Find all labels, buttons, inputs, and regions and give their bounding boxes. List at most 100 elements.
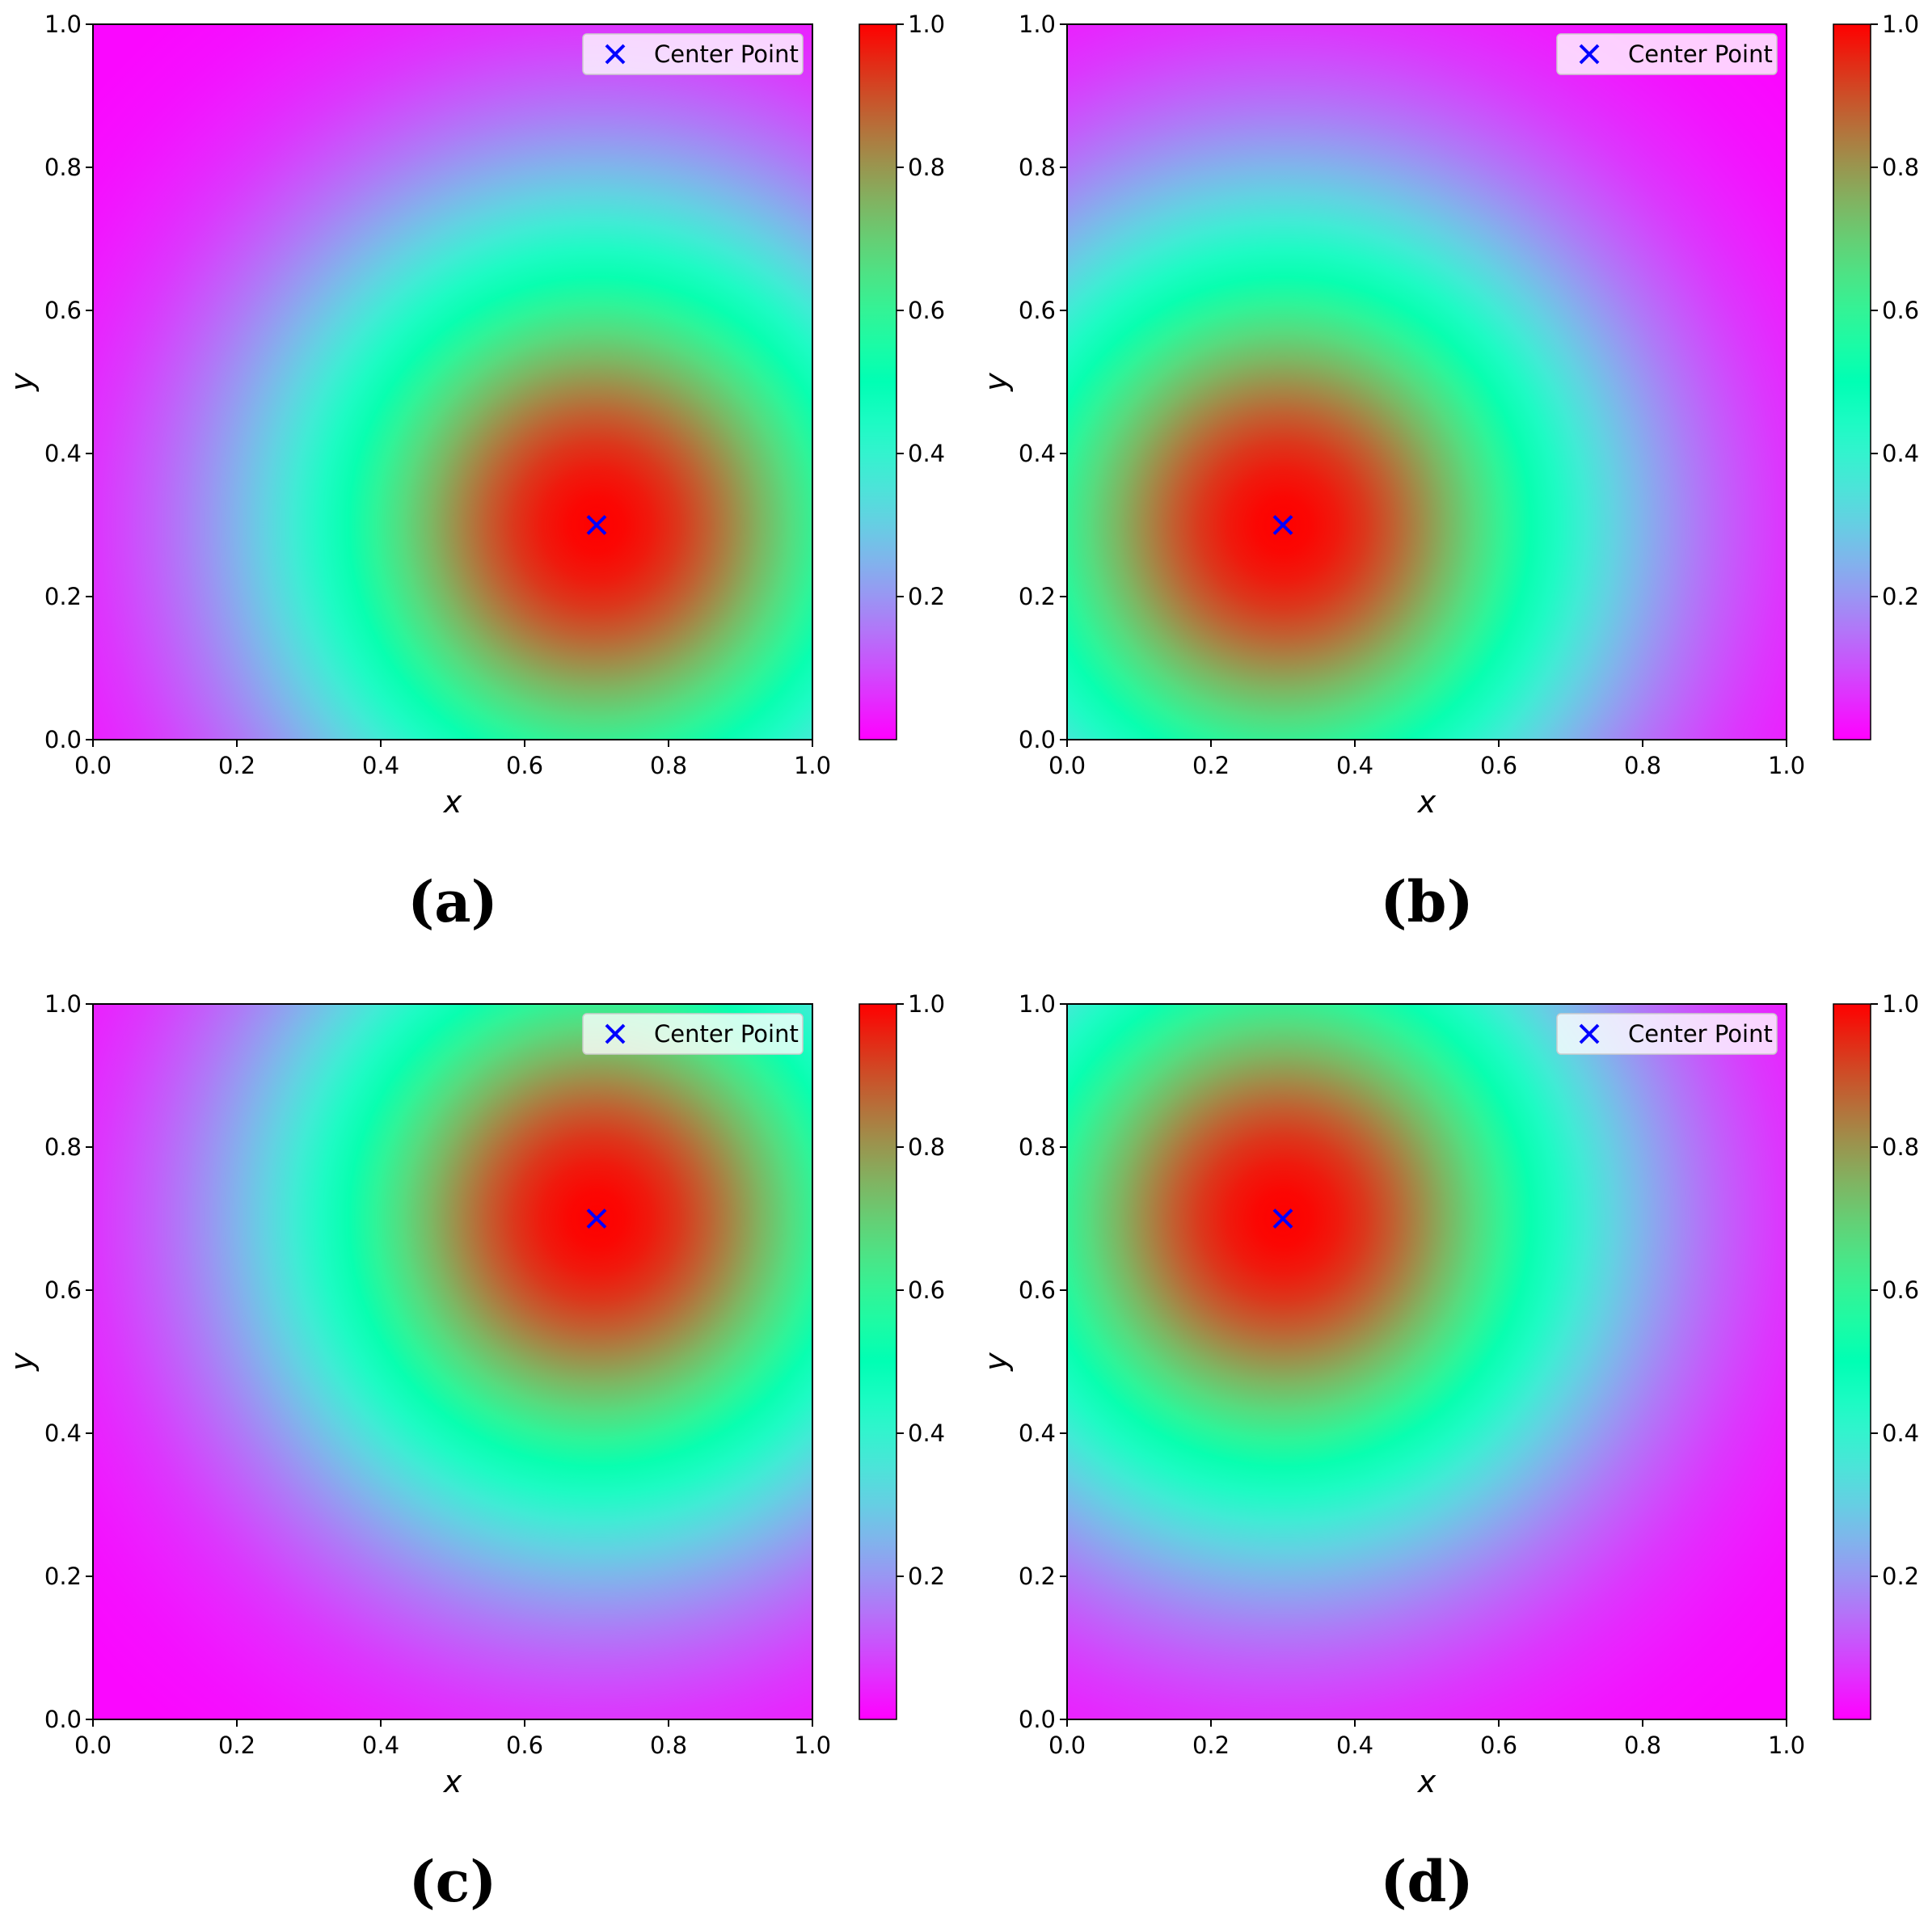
plot-frame-d	[1066, 1003, 1787, 1720]
colorbar-tick-label: 0.2	[1882, 1563, 1919, 1590]
colorbar-tick-label: 0.6	[908, 297, 945, 324]
y-tick-label: 0.6	[44, 297, 82, 324]
x-tick-label: 1.0	[1768, 752, 1805, 779]
y-tick-label: 0.2	[1019, 1563, 1056, 1590]
colorbar-tick-label: 0.2	[1882, 583, 1919, 610]
heatmap-a	[93, 24, 812, 740]
colorbar-tick-label: 0.6	[908, 1276, 945, 1304]
colorbar-tick-label: 0.2	[908, 583, 945, 610]
panel-c: 0.0 0.2 0.4 0.6 0.8 1.0 0.0 0.2 0.4 0.6 0.8 1.0 x y Ce…	[4, 990, 945, 1915]
colorbar: 0.2 0.4 0.6 0.8 1.0	[1833, 11, 1919, 740]
x-tick-label: 0.2	[218, 752, 255, 779]
panel-a: 0.0 0.2 0.4 0.6 0.8 1.0 0.0 0.2 0.4 0.6 0.8 1.0 x y Ce…	[4, 11, 945, 935]
plot-frame-b	[1066, 23, 1787, 740]
x-tick-label: 0.0	[74, 1732, 112, 1759]
legend-box	[582, 33, 804, 75]
x-tick-label: 0.6	[1480, 1732, 1517, 1759]
y-tick-label: 0.8	[1019, 154, 1056, 181]
y-tick-label: 0.0	[1019, 726, 1056, 753]
colorbar-tick-label: 0.6	[1882, 297, 1919, 324]
x-tick-label: 0.8	[1624, 1732, 1661, 1759]
x-tick-label: 0.6	[506, 752, 543, 779]
x-tick-label: 1.0	[1768, 1732, 1805, 1759]
colorbar-gradient	[859, 1003, 897, 1720]
colorbar-tick-label: 0.2	[908, 1563, 945, 1590]
legend-box	[1556, 1013, 1778, 1055]
x-axis-label: x	[443, 784, 462, 820]
legend-box	[582, 1013, 804, 1055]
colorbar-tick-label: 1.0	[1882, 11, 1919, 38]
legend-label: Center Point	[654, 1020, 799, 1048]
colorbar-tick-label: 0.4	[1882, 1419, 1919, 1447]
colorbar-tick-label: 0.8	[1882, 154, 1919, 181]
y-tick-label: 0.2	[44, 583, 82, 610]
y-tick-label: 0.0	[44, 1706, 82, 1733]
colorbar-tick-label: 0.8	[1882, 1133, 1919, 1161]
legend-box	[1556, 33, 1778, 75]
y-tick-label: 0.6	[1019, 297, 1056, 324]
y-tick-label: 1.0	[44, 990, 82, 1018]
legend-label: Center Point	[654, 40, 799, 68]
colorbar-tick-label: 1.0	[1882, 990, 1919, 1018]
y-tick-label: 0.4	[44, 1419, 82, 1447]
legend-marker	[1579, 1023, 1600, 1044]
y-tick-label: 1.0	[1019, 11, 1056, 38]
heatmap-d	[1067, 1004, 1787, 1719]
x-tick-label: 0.8	[650, 752, 687, 779]
y-tick-label: 0.6	[1019, 1276, 1056, 1304]
legend-marker	[605, 44, 626, 65]
legend: Center Point	[582, 33, 804, 75]
colorbar-gradient	[859, 23, 897, 740]
legend: Center Point	[1556, 33, 1778, 75]
plot-frame-c	[92, 1003, 813, 1720]
x-tick-label: 0.6	[506, 1732, 543, 1759]
legend-label: Center Point	[1628, 40, 1773, 68]
x-tick-label: 0.8	[1624, 752, 1661, 779]
colorbar: 0.2 0.4 0.6 0.8 1.0	[1833, 990, 1919, 1720]
colorbar-gradient	[1833, 1003, 1871, 1720]
colorbar-tick-label: 0.6	[1882, 1276, 1919, 1304]
center-point-marker	[1272, 515, 1293, 535]
colorbar-tick-label: 1.0	[908, 11, 945, 38]
legend-marker	[1579, 44, 1600, 65]
x-tick-label: 0.4	[1336, 752, 1373, 779]
x-axis-label: x	[1417, 784, 1437, 820]
x-tick-label: 1.0	[794, 1732, 831, 1759]
y-tick-label: 0.6	[44, 1276, 82, 1304]
center-point-marker	[586, 515, 607, 535]
y-tick-label: 1.0	[44, 11, 82, 38]
x-axis-label: x	[1417, 1764, 1437, 1799]
panel-caption: (d)	[1380, 1848, 1473, 1915]
y-tick-label: 0.0	[44, 726, 82, 753]
y-tick-label: 0.4	[44, 440, 82, 467]
heatmap-b	[1067, 24, 1787, 740]
legend: Center Point	[582, 1013, 804, 1055]
colorbar-tick-label: 0.4	[908, 1419, 945, 1447]
panel-d: 0.0 0.2 0.4 0.6 0.8 1.0 0.0 0.2 0.4 0.6 0.8 1.0 x y Ce…	[978, 990, 1919, 1915]
y-axis-label: y	[4, 1352, 40, 1372]
legend-label: Center Point	[1628, 1020, 1773, 1048]
y-axis-label: y	[4, 373, 40, 392]
x-tick-label: 0.2	[1192, 1732, 1230, 1759]
y-axis-label: y	[978, 1352, 1014, 1372]
x-tick-label: 0.2	[218, 1732, 255, 1759]
x-axis-label: x	[443, 1764, 462, 1799]
colorbar-tick-label: 1.0	[908, 990, 945, 1018]
x-tick-label: 1.0	[794, 752, 831, 779]
legend: Center Point	[1556, 1013, 1778, 1055]
panel-caption: (b)	[1380, 868, 1473, 935]
x-tick-label: 0.2	[1192, 752, 1230, 779]
y-tick-label: 0.2	[1019, 583, 1056, 610]
colorbar-tick-label: 0.8	[908, 154, 945, 181]
panel-b: 0.0 0.2 0.4 0.6 0.8 1.0 0.0 0.2 0.4 0.6 0.8 1.0 x y Ce…	[978, 11, 1919, 935]
colorbar-tick-label: 0.8	[908, 1133, 945, 1161]
y-tick-label: 0.8	[44, 1133, 82, 1161]
colorbar-gradient	[1833, 23, 1871, 740]
x-tick-label: 0.0	[1048, 1732, 1086, 1759]
x-tick-label: 0.0	[74, 752, 112, 779]
panel-caption: (c)	[409, 1848, 497, 1915]
y-tick-label: 0.4	[1019, 440, 1056, 467]
colorbar-tick-label: 0.4	[1882, 440, 1919, 467]
colorbar: 0.2 0.4 0.6 0.8 1.0	[859, 990, 945, 1720]
